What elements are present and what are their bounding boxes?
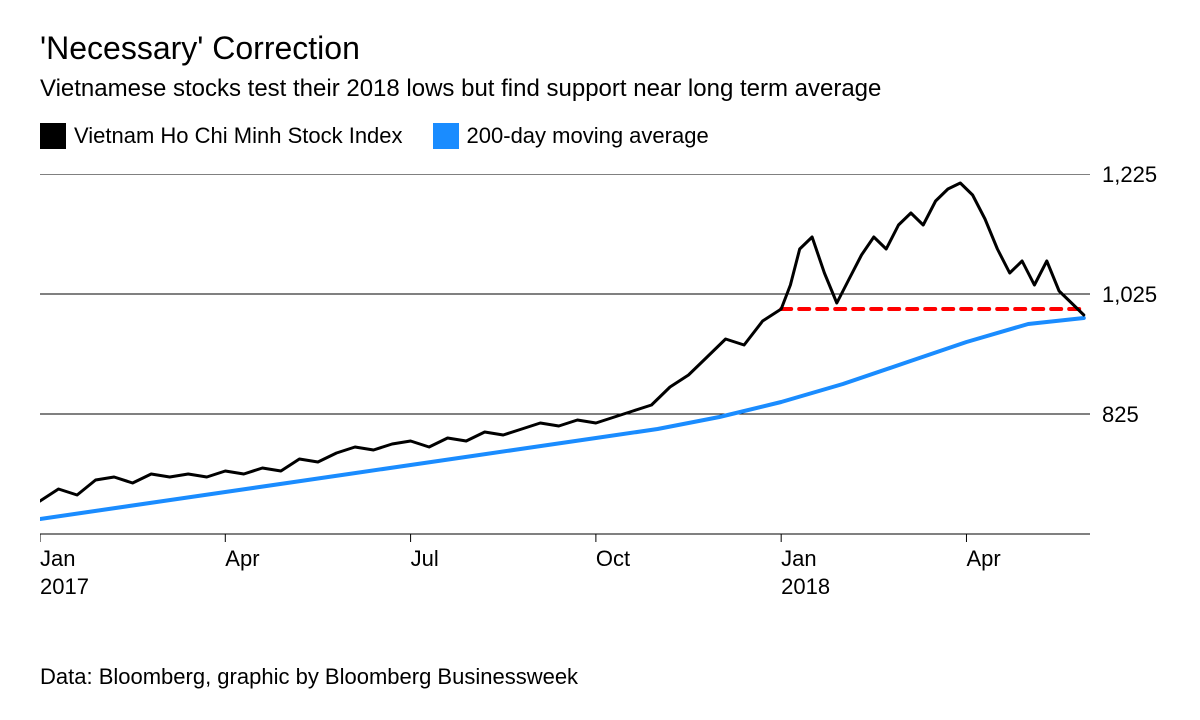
legend-item-series2: 200-day moving average [433,123,709,149]
legend-label-1: Vietnam Ho Chi Minh Stock Index [74,123,403,149]
x-tick-label: Apr [225,546,259,572]
x-year-label: 2017 [40,574,89,600]
x-year-label: 2018 [781,574,830,600]
y-tick-label: 1,025 [1102,282,1157,308]
chart-title: 'Necessary' Correction [40,30,1160,67]
legend-swatch-1 [40,123,66,149]
legend: Vietnam Ho Chi Minh Stock Index 200-day … [40,123,1160,149]
legend-swatch-2 [433,123,459,149]
chart-container: 8251,0251,225JanAprJulOctJanApr20172018 [40,174,1160,594]
x-tick-label: Jan [781,546,816,572]
x-tick-label: Apr [966,546,1000,572]
legend-item-series1: Vietnam Ho Chi Minh Stock Index [40,123,403,149]
chart-subtitle: Vietnamese stocks test their 2018 lows b… [40,75,1160,103]
line-chart [40,174,1160,594]
legend-label-2: 200-day moving average [467,123,709,149]
y-tick-label: 825 [1102,402,1139,428]
y-tick-label: 1,225 [1102,162,1157,188]
x-tick-label: Jan [40,546,75,572]
x-tick-label: Oct [596,546,630,572]
x-tick-label: Jul [411,546,439,572]
source-text: Data: Bloomberg, graphic by Bloomberg Bu… [40,664,1160,690]
